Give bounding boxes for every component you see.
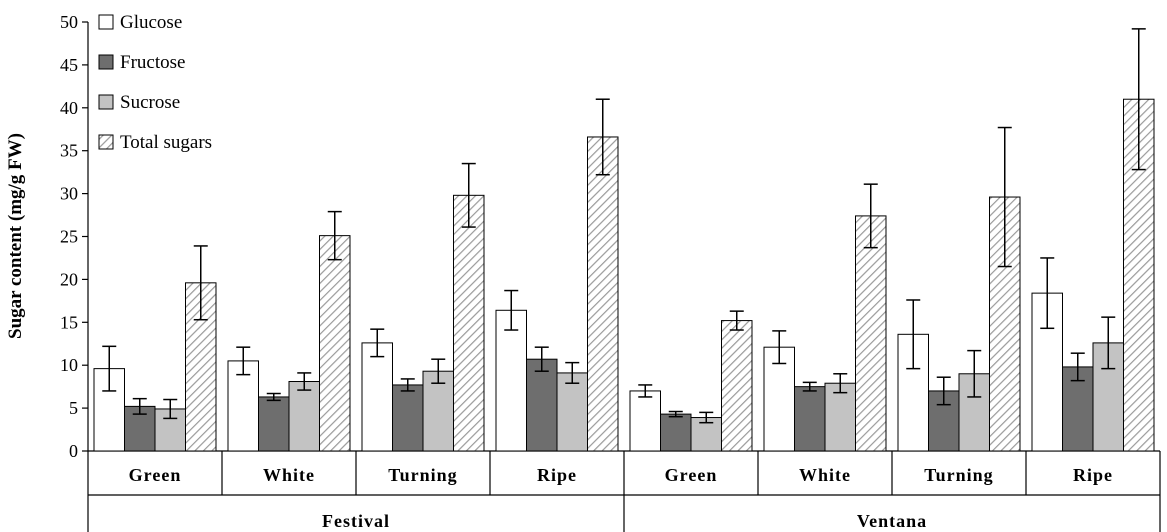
y-tick-label: 5 [69,398,78,418]
category-labels: Green White Turning Ripe Green White Turning Ri… [129,465,1113,531]
y-tick-label: 35 [60,141,78,161]
category-label: Turning [924,465,993,485]
legend: Glucose Fructose Sucrose Total sugars [99,12,212,153]
legend-swatch [99,15,113,29]
y-axis-label-group: Sugar content (mg/g FW) [5,133,26,339]
category-label: Ripe [1073,465,1113,485]
y-tick-label: 10 [60,355,78,375]
y-tick-label: 30 [60,184,78,204]
bar-glucose [362,343,393,451]
bar-total-sugars [722,321,753,451]
legend-swatch [99,95,113,109]
category-label: Ripe [537,465,577,485]
bar-fructose [259,397,290,451]
bar-glucose [630,391,661,451]
y-tick-label: 20 [60,269,78,289]
legend-label: Sucrose [120,92,180,113]
category-label: Green [129,465,182,485]
legend-label: Fructose [120,52,185,73]
category-label: Turning [388,465,457,485]
legend-swatch [99,55,113,69]
y-tick-label: 40 [60,98,78,118]
bar-fructose [527,359,558,451]
y-tick-label: 25 [60,227,78,247]
bar-fructose [795,387,826,451]
y-tick-label: 50 [60,12,78,32]
y-axis-label: Sugar content (mg/g FW) [5,133,26,339]
legend-item: Sucrose [99,92,180,113]
group-label: Festival [322,511,390,531]
category-label: Green [665,465,718,485]
bar-sucrose [557,373,588,451]
bar-total-sugars [320,236,351,451]
bar-fructose [661,414,692,451]
bar-total-sugars [454,195,485,451]
y-tick-label: 0 [69,441,78,461]
legend-swatch [99,135,113,149]
legend-label: Total sugars [120,132,212,153]
bar-total-sugars [588,137,619,451]
bar-sucrose [289,382,320,451]
legend-item: Glucose [99,12,182,33]
legend-item: Total sugars [99,132,212,153]
category-label: White [799,465,851,485]
legend-item: Fructose [99,52,185,73]
bars-layer [94,29,1154,451]
y-tick-label: 15 [60,312,78,332]
bar-total-sugars [856,216,887,451]
group-label: Ventana [857,511,927,531]
legend-label: Glucose [120,12,182,33]
bar-fructose [393,385,424,451]
category-label: White [263,465,315,485]
bar-glucose [496,310,527,451]
y-tick-label: 45 [60,55,78,75]
